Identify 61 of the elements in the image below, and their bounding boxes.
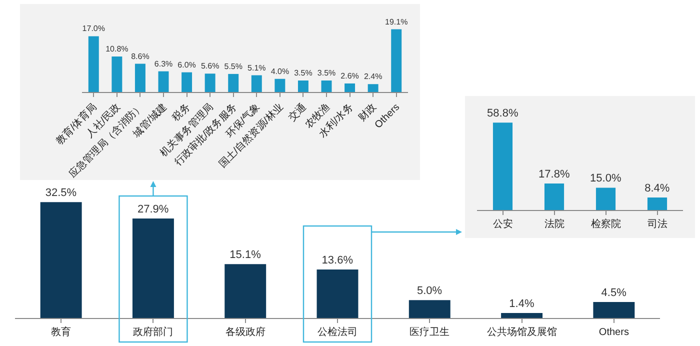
bar <box>321 80 332 92</box>
bar <box>344 83 356 92</box>
x-tick-label: 司法 <box>647 218 668 230</box>
data-label: 1.4% <box>509 298 534 310</box>
data-label: 32.5% <box>45 187 77 200</box>
bar <box>132 218 174 318</box>
bar <box>158 71 169 92</box>
bar <box>182 72 192 92</box>
data-label: 19.1% <box>385 17 408 26</box>
data-label: 6.3% <box>154 59 173 68</box>
x-tick-label: 检察院 <box>590 218 621 230</box>
bar <box>408 300 450 318</box>
x-tick-label: 公共场馆及展馆 <box>486 326 557 338</box>
bar <box>88 36 99 92</box>
data-label: 13.6% <box>322 254 354 266</box>
bar <box>112 56 122 92</box>
x-tick-label: 公检法司 <box>318 326 358 338</box>
data-label: 4.5% <box>601 286 627 299</box>
bar <box>228 74 239 92</box>
bar <box>492 122 513 210</box>
data-label: 5.1% <box>248 63 266 72</box>
x-tick-label: 医疗卫生 <box>410 326 450 338</box>
bar <box>368 84 378 92</box>
data-label: 2.6% <box>340 71 359 80</box>
data-label: 17.8% <box>538 168 570 181</box>
bar <box>544 184 564 210</box>
bar <box>298 80 308 92</box>
data-label: 3.5% <box>317 68 336 78</box>
data-label: 3.5% <box>294 68 312 78</box>
data-label: 8.4% <box>644 182 670 195</box>
data-label: 5.6% <box>200 62 220 71</box>
bar <box>224 264 266 318</box>
bar <box>40 202 82 318</box>
data-label: 58.8% <box>487 108 518 120</box>
x-tick-label: 公安 <box>492 218 513 230</box>
data-label: 5.5% <box>224 62 242 71</box>
bar <box>204 74 216 92</box>
data-label: 5.0% <box>416 285 442 298</box>
bar <box>134 64 146 92</box>
x-tick-label: Others <box>598 327 629 338</box>
bar <box>647 198 668 210</box>
bar <box>316 270 358 318</box>
x-tick-label: 政府部门 <box>133 326 174 338</box>
bar <box>391 29 402 92</box>
data-label: 15.1% <box>230 249 262 262</box>
bar <box>593 302 635 318</box>
bar <box>251 75 262 92</box>
bar <box>274 78 286 92</box>
bar <box>596 188 616 210</box>
bar <box>501 313 543 318</box>
data-label: 17.0% <box>82 24 105 34</box>
data-label: 8.6% <box>131 52 150 61</box>
x-tick-label: 教育 <box>51 326 72 338</box>
data-label: 10.8% <box>106 44 128 54</box>
data-label: 6.0% <box>178 60 196 70</box>
data-label: 2.4% <box>364 72 382 82</box>
data-label: 4.0% <box>270 66 290 76</box>
x-tick-label: 各级政府 <box>225 326 266 338</box>
data-label: 15.0% <box>590 172 622 185</box>
x-tick-label: 法院 <box>544 218 564 230</box>
data-label: 27.9% <box>138 204 169 216</box>
